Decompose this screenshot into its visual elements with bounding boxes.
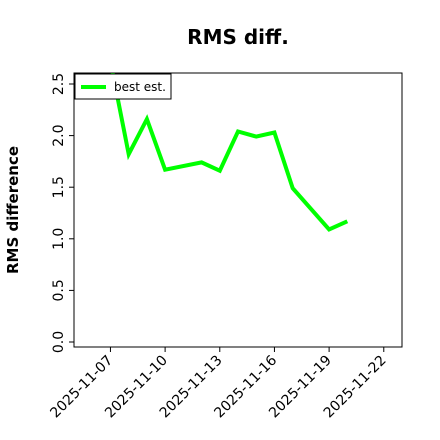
y-axis: 0.0 0.5 1.0 1.5 2.0 2.5	[51, 73, 74, 353]
series-line-best-est	[110, 73, 349, 232]
legend: best est.	[74, 73, 172, 100]
plot-area	[73, 72, 403, 348]
y-tick-label: 1.0	[51, 228, 67, 250]
series-layer	[110, 73, 349, 232]
y-axis-label: RMS difference	[4, 146, 22, 274]
y-tick-label: 2.5	[51, 73, 67, 95]
x-axis: 2025-11-072025-11-102025-11-132025-11-16…	[47, 347, 390, 421]
chart-title: RMS diff.	[187, 25, 289, 49]
y-tick-label: 2.0	[51, 124, 67, 146]
y-tick-label: 0.0	[51, 331, 67, 353]
y-tick-label: 0.5	[51, 279, 67, 301]
y-tick-label: 1.5	[51, 176, 67, 198]
legend-label: best est.	[114, 80, 166, 94]
